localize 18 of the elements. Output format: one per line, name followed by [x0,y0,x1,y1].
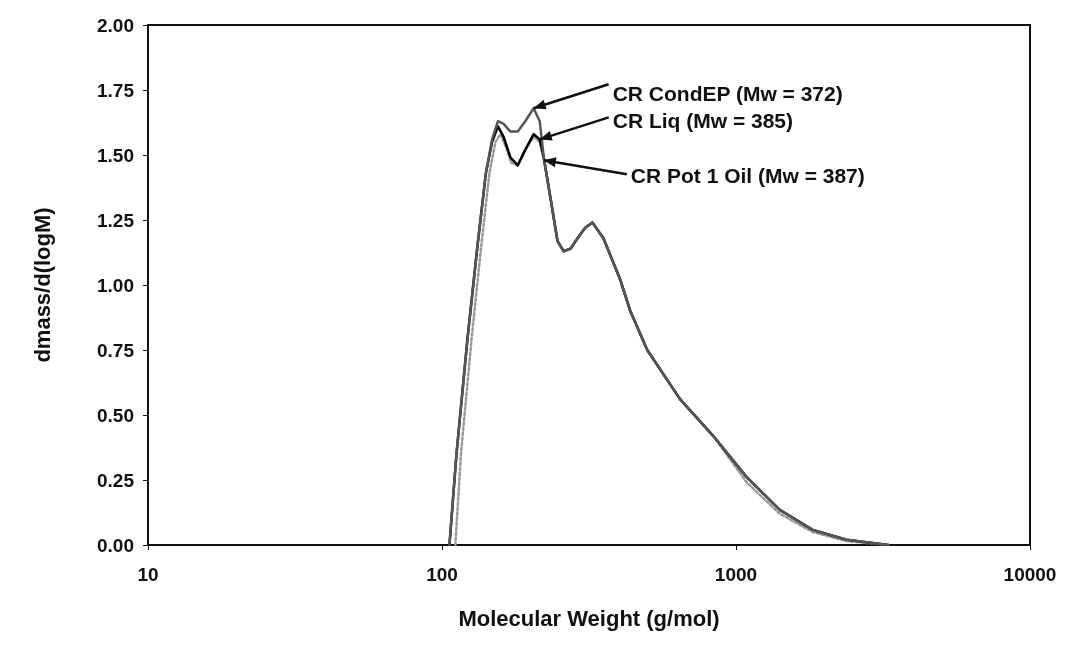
x-tick-label: 100 [426,564,458,585]
y-tick-label: 0.75 [97,339,135,361]
x-axis-title: Molecular Weight (g/mol) [458,605,720,631]
y-axis-title: dmass/d(logM) [29,207,55,363]
annotation: CR Liq (Mw = 385) [612,108,794,132]
y-tick-label: 0.25 [97,469,135,491]
y-tick-label: 1.75 [97,79,135,101]
y-tick-label: 0.50 [97,404,134,426]
annotation: CR Pot 1 Oil (Mw = 387) [630,163,865,187]
y-tick-label: 1.50 [97,144,134,166]
x-tick-label: 10000 [1003,564,1057,585]
y-tick-label: 2.00 [97,14,134,36]
annotation: CR CondEP (Mw = 372) [612,81,843,105]
x-tick-label: 1000 [714,564,758,585]
x-tick-label: 10 [137,564,159,585]
y-tick-label: 1.00 [97,274,134,296]
y-tick-label: 0.00 [97,534,134,556]
y-tick-label: 1.25 [97,209,135,231]
